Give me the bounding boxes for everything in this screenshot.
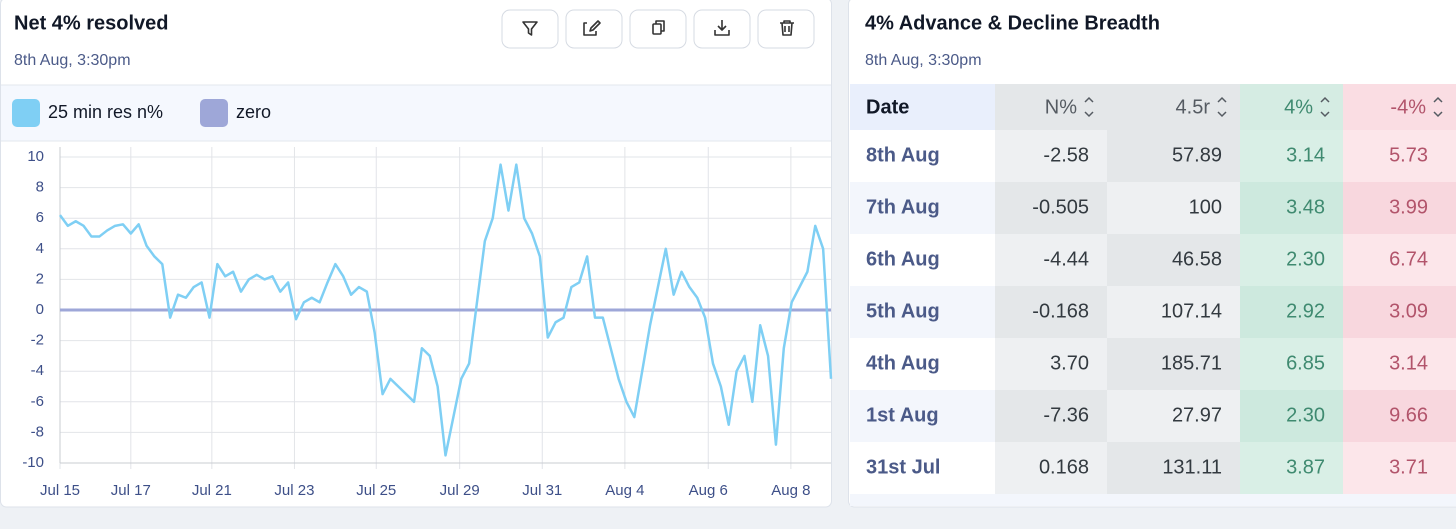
y-tick-label: 2 xyxy=(36,270,44,287)
y-tick-label: 6 xyxy=(36,209,44,226)
x-tick-label: Jul 23 xyxy=(274,482,314,499)
x-tick-label: Jul 29 xyxy=(440,482,480,499)
y-tick-label: 4 xyxy=(36,240,44,257)
x-tick-label: Aug 8 xyxy=(771,482,810,499)
legend-swatch xyxy=(200,99,228,127)
value-cell: 6.85 xyxy=(1286,352,1325,374)
date-cell: 31st Jul xyxy=(866,456,940,478)
value-cell: 3.70 xyxy=(1050,352,1089,374)
value-cell: 3.87 xyxy=(1286,456,1325,478)
filter-button[interactable] xyxy=(502,10,558,48)
value-cell: -2.58 xyxy=(1043,144,1089,166)
delete-button[interactable] xyxy=(758,10,814,48)
legend-label: 25 min res n% xyxy=(48,102,163,122)
value-cell: -7.36 xyxy=(1043,404,1089,426)
legend-label: zero xyxy=(236,102,271,122)
date-cell: 1st Aug xyxy=(866,404,939,426)
value-cell: 0.168 xyxy=(1039,456,1089,478)
panel-title: Net 4% resolved xyxy=(14,12,169,34)
column-header: -4% xyxy=(1390,96,1426,118)
value-cell: 3.71 xyxy=(1389,456,1428,478)
value-cell: 9.66 xyxy=(1389,404,1428,426)
y-tick-label: -8 xyxy=(31,423,44,440)
value-cell: 3.09 xyxy=(1389,300,1428,322)
date-cell: 8th Aug xyxy=(866,144,940,166)
panel-subtitle: 8th Aug, 3:30pm xyxy=(865,52,982,69)
value-cell: 5.73 xyxy=(1389,144,1428,166)
y-tick-label: 0 xyxy=(36,301,44,318)
column-header: Date xyxy=(866,96,909,118)
date-cell: 4th Aug xyxy=(866,352,940,374)
value-cell: 27.97 xyxy=(1172,404,1222,426)
x-tick-label: Aug 6 xyxy=(689,482,728,499)
column-header: 4.5r xyxy=(1176,96,1211,118)
value-cell: -4.44 xyxy=(1043,248,1089,270)
x-tick-label: Jul 21 xyxy=(192,482,232,499)
value-cell: 2.92 xyxy=(1286,300,1325,322)
y-tick-label: -10 xyxy=(22,454,44,471)
date-cell: 5th Aug xyxy=(866,300,940,322)
value-cell: 6.74 xyxy=(1389,248,1428,270)
value-cell: 57.89 xyxy=(1172,144,1222,166)
table-cutoff xyxy=(850,494,1456,506)
value-cell: 2.30 xyxy=(1286,248,1325,270)
value-cell: -0.505 xyxy=(1032,196,1089,218)
x-tick-label: Jul 17 xyxy=(111,482,151,499)
legend-swatch xyxy=(12,99,40,127)
value-cell: 46.58 xyxy=(1172,248,1222,270)
y-tick-label: -6 xyxy=(31,393,44,410)
value-cell: -0.168 xyxy=(1032,300,1089,322)
value-cell: 3.14 xyxy=(1286,144,1325,166)
value-cell: 2.30 xyxy=(1286,404,1325,426)
column-header: 4% xyxy=(1284,96,1313,118)
x-tick-label: Jul 25 xyxy=(356,482,396,499)
y-tick-label: -4 xyxy=(31,362,44,379)
x-tick-label: Jul 31 xyxy=(522,482,562,499)
column-header: N% xyxy=(1045,96,1077,118)
panel-title: 4% Advance & Decline Breadth xyxy=(865,12,1160,34)
toolbar xyxy=(502,10,814,48)
value-cell: 100 xyxy=(1189,196,1222,218)
date-cell: 6th Aug xyxy=(866,248,940,270)
value-cell: 3.14 xyxy=(1389,352,1428,374)
value-cell: 3.48 xyxy=(1286,196,1325,218)
value-cell: 3.99 xyxy=(1389,196,1428,218)
y-tick-label: -2 xyxy=(31,332,44,349)
x-tick-label: Jul 15 xyxy=(40,482,80,499)
value-cell: 185.71 xyxy=(1161,352,1222,374)
left-card xyxy=(1,0,832,507)
header-cell xyxy=(1107,84,1240,130)
table: Date N% 4.5r 4% -4% 8th Aug -2.58 57.89 3.14 5.73… xyxy=(850,84,1456,506)
value-cell: 131.11 xyxy=(1162,456,1222,478)
panel-subtitle: 8th Aug, 3:30pm xyxy=(14,52,131,69)
x-tick-label: Aug 4 xyxy=(605,482,644,499)
y-tick-label: 10 xyxy=(27,148,44,165)
copy-button[interactable] xyxy=(630,10,686,48)
value-cell: 107.14 xyxy=(1161,300,1222,322)
date-cell: 7th Aug xyxy=(866,196,940,218)
y-tick-label: 8 xyxy=(36,179,44,196)
